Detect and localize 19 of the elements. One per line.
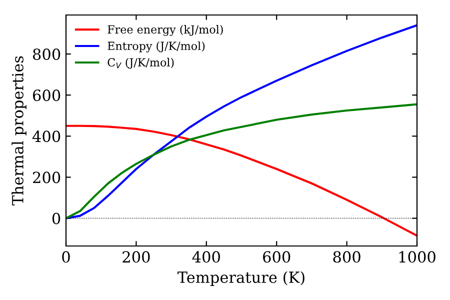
y-tick-label: 800 (33, 48, 60, 60)
x-tick-label: 1000 (399, 251, 436, 263)
y-tick-label: 200 (33, 172, 60, 184)
y-axis-title: Thermal properties (12, 56, 26, 206)
line-series (66, 124, 417, 237)
x-tick-label: 0 (62, 251, 70, 263)
y-tick-label: 400 (32, 130, 60, 142)
x-tick-label: 800 (333, 251, 360, 263)
line-series (66, 103, 417, 220)
y-tick-label: 0 (52, 212, 60, 224)
legend-label: Entropy (J/K/mol) (108, 41, 205, 52)
x-tick-label: 600 (263, 251, 290, 263)
y-tick-label: 600 (33, 90, 60, 102)
x-tick-label: 200 (122, 251, 150, 263)
x-tick-label: 400 (192, 251, 220, 263)
x-axis-title: Temperature (K) (178, 271, 304, 286)
line-series (66, 24, 417, 220)
legend-label: C$_{V}$ (J/K/mol) (108, 58, 174, 69)
legend-label: Free energy (kJ/mol) (108, 25, 223, 36)
